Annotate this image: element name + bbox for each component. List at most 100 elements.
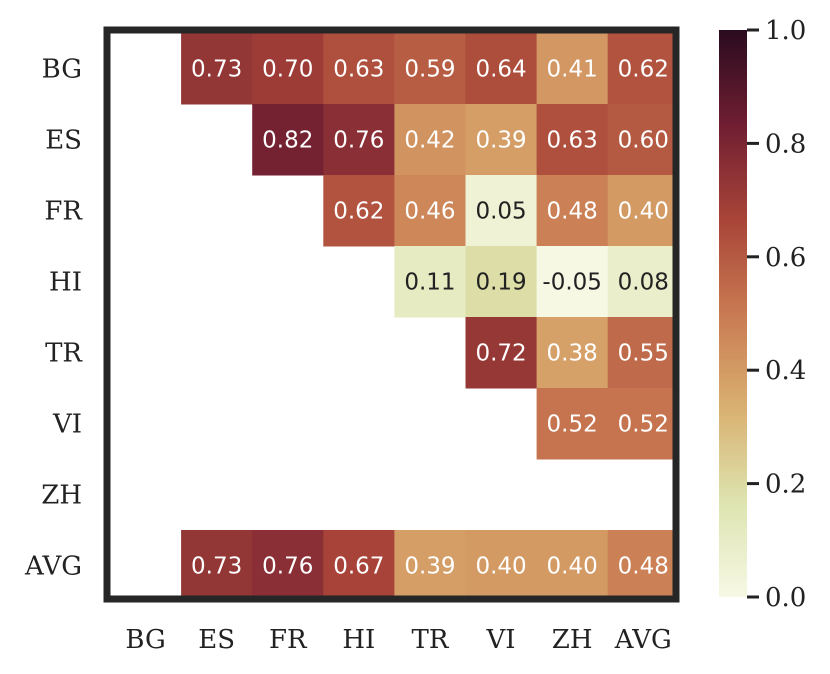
heatmap-cell-hi-vi — [465, 246, 538, 318]
y-axis-tick-labels: BG ES FR HI TR VI ZH AVG — [24, 55, 83, 582]
cell-value-label: 0.62 — [618, 57, 669, 83]
cell-value-label: 0.63 — [333, 57, 384, 83]
cell-value-label: 0.62 — [333, 199, 384, 225]
cell-value-label: 0.38 — [547, 341, 598, 367]
y-tick-label: TR — [45, 339, 83, 369]
colorbar-tick-label: 0.2 — [765, 470, 806, 500]
x-tick-label: ZH — [552, 625, 593, 655]
cell-value-label: 0.52 — [618, 412, 669, 438]
heatmap-cell-fr-vi — [465, 175, 538, 247]
x-tick-label: BG — [125, 625, 165, 655]
cell-value-label: 0.39 — [404, 554, 455, 580]
heatmap-cell-avg-es — [181, 530, 253, 602]
heatmap-cell-avg-hi — [323, 530, 395, 602]
heatmap-cell-fr-hi — [323, 175, 395, 247]
heatmap-cell-tr-zh — [536, 317, 609, 389]
heatmap-cell-tr-vi — [465, 317, 538, 389]
heatmap-cell-avg-zh — [536, 530, 609, 602]
cell-value-label: 0.67 — [333, 554, 384, 580]
colorbar-tick-label: 0.4 — [765, 356, 806, 386]
colorbar-tick-label: 0.0 — [765, 583, 806, 613]
cell-value-label: -0.05 — [542, 270, 602, 296]
heatmap-cell-vi-zh — [536, 388, 609, 460]
cell-value-label: 0.05 — [475, 199, 526, 225]
y-tick-label: ZH — [41, 481, 82, 511]
heatmap-cell-hi-tr — [394, 246, 466, 318]
x-tick-label: ES — [198, 625, 235, 655]
cell-value-label: 0.72 — [475, 341, 526, 367]
cell-value-label: 0.40 — [475, 554, 526, 580]
colorbar-tick-label: 1.0 — [765, 16, 806, 46]
heatmap-cell-avg-vi — [465, 530, 538, 602]
cell-value-label: 0.82 — [262, 128, 313, 154]
heatmap-cell-es-zh — [536, 104, 609, 176]
heatmap-cell-bg-vi — [465, 33, 538, 105]
heatmap-cell-avg-avg — [607, 530, 680, 602]
colorbar-tick-label: 0.8 — [765, 129, 806, 159]
cell-value-label: 0.11 — [404, 270, 455, 296]
y-tick-label: AVG — [24, 552, 82, 582]
heatmap-cell-hi-avg — [607, 246, 680, 318]
cell-value-label: 0.59 — [404, 57, 455, 83]
heatmap-cell-vi-avg — [607, 388, 680, 460]
heatmap-cells — [181, 33, 680, 602]
cell-value-label: 0.60 — [618, 128, 669, 154]
cell-value-label: 0.76 — [262, 554, 313, 580]
heatmap-cell-es-vi — [465, 104, 538, 176]
heatmap-cell-bg-zh — [536, 33, 609, 105]
x-axis-tick-labels: BG ES FR HI TR VI ZH AVG — [125, 625, 671, 655]
cell-value-label: 0.42 — [404, 128, 455, 154]
cell-value-label: 0.46 — [404, 199, 455, 225]
y-tick-label: ES — [45, 126, 82, 156]
x-tick-label: FR — [269, 625, 308, 655]
cell-value-label: 0.55 — [618, 341, 669, 367]
y-tick-label: BG — [42, 55, 82, 85]
heatmap-cell-fr-zh — [536, 175, 609, 247]
x-tick-label: AVG — [614, 625, 672, 655]
colorbar: 0.0 0.2 0.4 0.6 0.8 1.0 — [719, 16, 806, 613]
heatmap-cell-tr-avg — [607, 317, 680, 389]
cell-value-label: 0.48 — [618, 554, 669, 580]
x-tick-label: VI — [486, 625, 516, 655]
heatmap-cell-bg-es — [181, 33, 253, 105]
cell-value-label: 0.40 — [547, 554, 598, 580]
cell-value-label: 0.52 — [547, 412, 598, 438]
y-tick-label: HI — [49, 268, 82, 298]
x-tick-label: HI — [342, 625, 375, 655]
heatmap-cell-bg-hi — [323, 33, 395, 105]
heatmap-cell-hi-zh — [536, 246, 609, 318]
colorbar-tick-label: 0.6 — [765, 243, 806, 273]
cell-value-label: 0.73 — [191, 554, 242, 580]
colorbar-gradient — [719, 30, 747, 597]
cell-value-label: 0.70 — [262, 57, 313, 83]
cell-value-label: 0.64 — [475, 57, 526, 83]
cell-value-label: 0.41 — [547, 57, 598, 83]
heatmap-cell-es-tr — [394, 104, 466, 176]
cell-value-label: 0.73 — [191, 57, 242, 83]
heatmap-cell-fr-avg — [607, 175, 680, 247]
cell-value-label: 0.63 — [547, 128, 598, 154]
heatmap-cell-es-hi — [323, 104, 395, 176]
cell-value-label: 0.76 — [333, 128, 384, 154]
heatmap-cell-bg-fr — [252, 33, 324, 105]
y-tick-label: VI — [52, 410, 82, 440]
x-tick-label: TR — [411, 625, 449, 655]
cell-value-label: 0.08 — [618, 270, 669, 296]
cell-value-label: 0.48 — [547, 199, 598, 225]
cell-value-label: 0.39 — [475, 128, 526, 154]
y-tick-label: FR — [44, 197, 83, 227]
heatmap-cell-avg-tr — [394, 530, 466, 602]
heatmap-cell-bg-avg — [607, 33, 680, 105]
heatmap-cell-bg-tr — [394, 33, 466, 105]
heatmap-cell-es-avg — [607, 104, 680, 176]
cell-value-label: 0.19 — [475, 270, 526, 296]
cell-value-label: 0.40 — [618, 199, 669, 225]
heatmap-cell-fr-tr — [394, 175, 466, 247]
heatmap-cell-avg-fr — [252, 530, 324, 602]
cell-value-labels: 0.73 0.70 0.63 0.59 0.64 0.41 0.62 0.82 0.76 0.42… — [191, 57, 669, 580]
plot-frame — [103, 26, 680, 603]
heatmap-cell-es-fr — [252, 104, 324, 176]
colorbar-ticks: 0.0 0.2 0.4 0.6 0.8 1.0 — [747, 16, 806, 613]
